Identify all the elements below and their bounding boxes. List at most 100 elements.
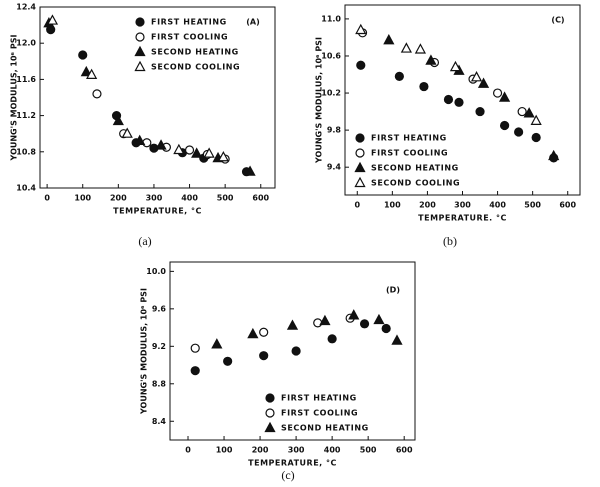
- x-tick-label: 400: [181, 194, 198, 203]
- y-tick-label: 11.6: [16, 75, 36, 84]
- legend-label: FIRST COOLING: [371, 149, 448, 158]
- legend-symbol: [134, 45, 146, 57]
- x-tick-label: 500: [360, 446, 377, 455]
- y-tick-label: 9.6: [152, 304, 167, 313]
- y-tick-label: 11.2: [16, 111, 36, 120]
- legend-label: FIRST COOLING: [281, 409, 358, 418]
- y-tick-label: 9.4: [327, 163, 342, 172]
- point: [80, 65, 92, 77]
- x-tick-label: 100: [384, 201, 401, 210]
- caption: (b): [443, 234, 457, 248]
- y-tick-label: 8.4: [152, 417, 167, 426]
- legend-label: SECOND HEATING: [151, 48, 239, 57]
- point: [523, 107, 535, 118]
- plot-frame: [39, 6, 276, 189]
- point: [244, 165, 256, 176]
- point: [191, 147, 203, 158]
- y-tick-label: 10.8: [16, 147, 36, 156]
- point: [373, 313, 385, 325]
- point: [121, 127, 133, 138]
- point: [449, 60, 462, 72]
- point: [492, 88, 503, 98]
- point: [425, 54, 437, 65]
- legend-label: FIRST HEATING: [151, 18, 227, 27]
- legend-label: SECOND HEATING: [371, 164, 459, 173]
- legend-label: SECOND COOLING: [371, 179, 460, 188]
- legend-symbol: [354, 176, 366, 188]
- point: [394, 71, 404, 81]
- point: [348, 309, 360, 320]
- point: [223, 356, 233, 366]
- x-tick-label: 300: [288, 446, 305, 455]
- y-tick-label: 10.2: [321, 89, 341, 98]
- x-tick-label: 400: [324, 446, 341, 455]
- x-tick-label: 300: [454, 201, 471, 210]
- x-axis-label: TEMPERATURE, °C: [113, 207, 202, 216]
- y-axis-label: YOUNG'S MODULUS, 10⁶ PSI: [10, 35, 19, 162]
- point: [414, 43, 427, 54]
- caption: (a): [138, 234, 151, 248]
- chart-title: (A): [246, 18, 260, 27]
- point: [92, 89, 102, 99]
- y-tick-label: 12.4: [16, 3, 36, 12]
- point: [247, 327, 259, 339]
- y-axis-label: YOUNG'S MODULUS, 10⁶ PSI: [315, 37, 324, 164]
- point: [291, 346, 301, 356]
- x-tick-label: 600: [396, 446, 413, 455]
- x-tick-label: 400: [489, 201, 506, 210]
- point: [470, 71, 483, 82]
- legend-symbol: [135, 17, 145, 27]
- y-tick-label: 9.2: [152, 342, 166, 351]
- point: [514, 127, 524, 137]
- point: [499, 120, 510, 131]
- point: [217, 150, 229, 162]
- y-tick-label: 8.8: [152, 379, 167, 388]
- legend-symbol: [355, 148, 365, 158]
- point: [443, 94, 454, 105]
- legend-label: SECOND COOLING: [151, 63, 240, 72]
- point: [400, 42, 412, 53]
- legend-label: SECOND HEATING: [281, 424, 369, 433]
- point: [454, 97, 464, 107]
- x-tick-label: 200: [110, 194, 127, 203]
- legend-symbol: [134, 60, 146, 72]
- y-tick-label: 10.6: [321, 51, 341, 60]
- chart-title: (C): [551, 16, 564, 25]
- point: [173, 143, 185, 155]
- point: [319, 314, 331, 326]
- point: [381, 323, 391, 334]
- point: [190, 366, 200, 376]
- legend-label: FIRST HEATING: [281, 394, 357, 403]
- x-tick-label: 100: [216, 446, 233, 455]
- y-tick-label: 9.8: [327, 126, 342, 135]
- x-tick-label: 200: [419, 201, 436, 210]
- point: [259, 327, 269, 337]
- x-tick-label: 600: [252, 194, 269, 203]
- point: [359, 319, 370, 329]
- point: [184, 145, 195, 155]
- x-tick-label: 500: [217, 194, 234, 203]
- plot-frame: [169, 261, 416, 441]
- x-axis-label: TEMPERATURE. °C: [418, 214, 507, 223]
- point: [517, 106, 527, 117]
- point: [259, 351, 269, 361]
- x-tick-label: 300: [146, 194, 163, 203]
- x-tick-label: 100: [74, 194, 91, 203]
- point: [190, 343, 200, 353]
- x-tick-label: 0: [44, 194, 50, 203]
- point: [383, 33, 395, 45]
- point: [419, 81, 429, 92]
- point: [286, 319, 299, 330]
- point: [203, 147, 215, 158]
- point: [355, 23, 367, 35]
- y-axis-label: YOUNG'S MODULUS, 10⁶ PSI: [140, 288, 149, 415]
- legend-symbol: [265, 393, 275, 403]
- point: [327, 334, 337, 344]
- point: [548, 149, 560, 161]
- point: [356, 60, 366, 70]
- point: [530, 114, 542, 125]
- chart-title: (D): [386, 286, 400, 295]
- legend-symbol: [135, 32, 145, 42]
- y-tick-label: 10.0: [146, 267, 166, 276]
